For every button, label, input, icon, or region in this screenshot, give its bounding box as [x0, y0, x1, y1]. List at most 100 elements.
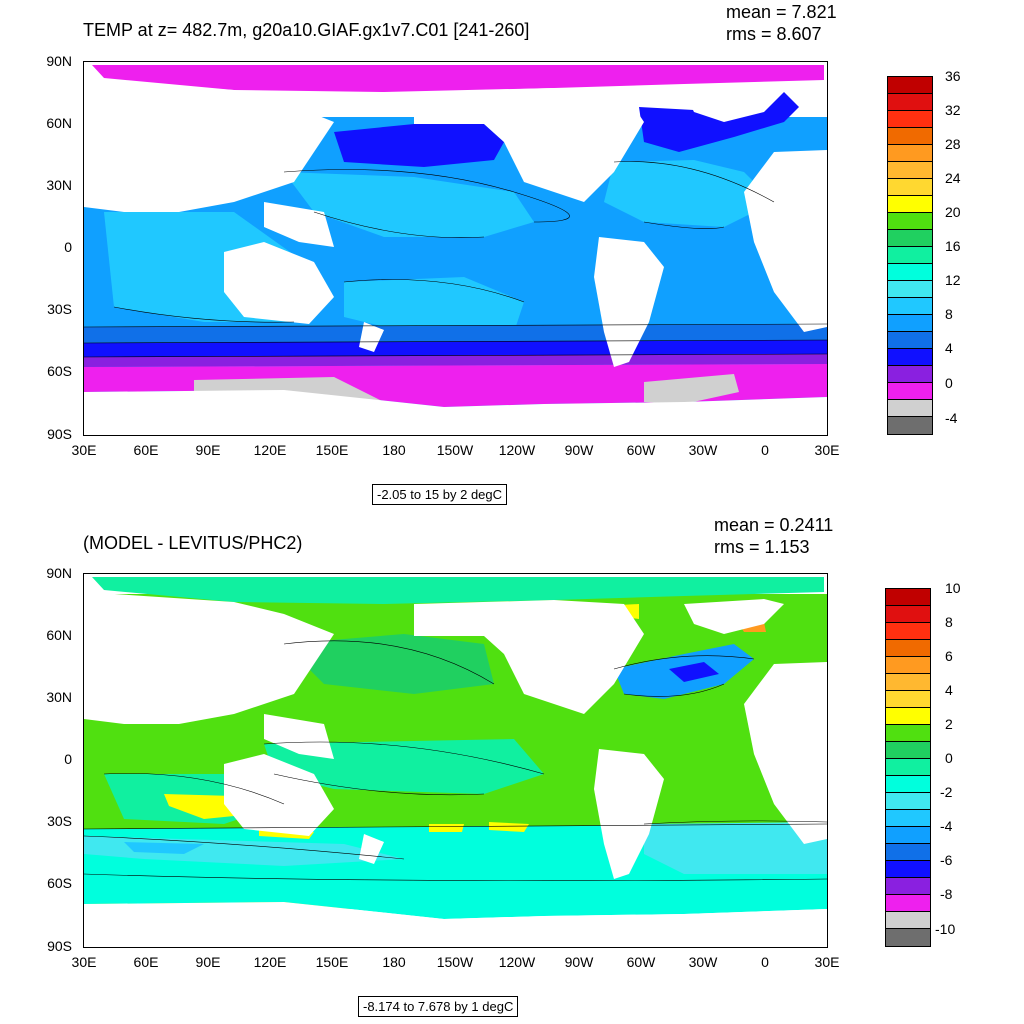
land-new-zealand: [359, 322, 384, 352]
top-cbar-label: 0: [945, 375, 953, 391]
colorbar-segment: [886, 759, 930, 776]
land-europe-africa: [744, 150, 827, 332]
top-ytick-60s: 60S: [47, 363, 72, 379]
bottom-colorbar: [885, 588, 931, 947]
bottom-xtick: 120E: [253, 954, 287, 970]
gulf-stream-core: [669, 662, 719, 682]
colorbar-segment: [888, 332, 932, 349]
colorbar-segment: [886, 657, 930, 674]
bottom-cbar-label: 0: [945, 750, 953, 766]
top-cbar-label: 28: [945, 136, 961, 152]
colorbar-segment: [886, 895, 930, 912]
land-north-eurasia: [84, 80, 334, 212]
top-xtick: 60W: [626, 442, 656, 458]
bottom-contours: [84, 640, 827, 881]
colorbar-segment: [886, 674, 930, 691]
top-xtick: 150E: [315, 442, 349, 458]
tropical-pacific-cyan: [264, 739, 544, 794]
bottom-xtick: 0: [761, 954, 769, 970]
top-xtick: 120E: [253, 442, 287, 458]
bottom-cbar-label: 10: [945, 580, 961, 596]
bottom-ytick-60s: 60S: [47, 875, 72, 891]
top-xtick: 180: [382, 442, 406, 458]
top-cbar-label: 24: [945, 170, 961, 186]
bottom-cbar-label: -2: [940, 784, 953, 800]
colorbar-segment: [888, 196, 932, 213]
top-map: 90N 60N 30N 0 30S 60S 90S 30E 60E 90E 12…: [46, 53, 839, 458]
colorbar-segment: [888, 281, 932, 298]
bottom-contour-info: -8.174 to 7.678 by 1 degC: [358, 996, 519, 1017]
colorbar-segment: [886, 827, 930, 844]
colorbar-segment: [888, 247, 932, 264]
top-cbar-label: -4: [945, 410, 958, 426]
colorbar-segment: [886, 861, 930, 878]
colorbar-segment: [888, 400, 932, 417]
bottom-xtick: 90E: [195, 954, 221, 970]
top-mean: mean = 7.821: [726, 2, 837, 22]
bottom-ytick-30s: 30S: [47, 813, 72, 829]
colorbar-segment: [888, 349, 932, 366]
north-pacific-cold: [334, 124, 504, 167]
top-cbar-label: 36: [945, 68, 961, 84]
colorbar-segment: [886, 878, 930, 895]
top-cbar-label: 8: [945, 306, 953, 322]
bottom-cbar-label: -8: [940, 886, 953, 902]
colorbar-segment: [888, 315, 932, 332]
bottom-mean: mean = 0.2411: [714, 515, 834, 535]
bottom-map-svg: [84, 577, 827, 947]
colorbar-segment: [886, 589, 930, 606]
land-indonesia: [264, 714, 334, 759]
top-cbar-label: 16: [945, 238, 961, 254]
bottom-ytick-90s: 90S: [47, 938, 72, 954]
colorbar-segment: [888, 366, 932, 383]
colorbar-segment: [886, 606, 930, 623]
top-ytick-30s: 30S: [47, 301, 72, 317]
top-colorbar: [887, 76, 933, 435]
colorbar-segment: [888, 298, 932, 315]
southern-band-4: [84, 340, 827, 357]
colorbar-segment: [886, 691, 930, 708]
bottom-ytick-0: 0: [64, 751, 72, 767]
arctic-band: [92, 577, 824, 604]
colorbar-segment: [888, 179, 932, 196]
top-xtick: 120W: [498, 442, 536, 458]
colorbar-segment: [886, 912, 930, 929]
bottom-rms: rms = 1.153: [714, 537, 810, 557]
land-indonesia: [264, 202, 334, 247]
top-ytick-90n: 90N: [46, 53, 72, 69]
top-xtick: 150W: [436, 442, 474, 458]
south-pacific-yellow-2: [489, 822, 529, 832]
colorbar-segment: [886, 708, 930, 725]
colorbar-segment: [888, 417, 932, 434]
top-cbar-label: 12: [945, 272, 961, 288]
bottom-cbar-label: -6: [940, 852, 953, 868]
land-north-america: [414, 600, 644, 714]
top-contour-info: -2.05 to 15 by 2 degC: [372, 484, 508, 505]
top-ytick-0: 0: [64, 239, 72, 255]
colorbar-segment: [886, 725, 930, 742]
top-cbar-label: 20: [945, 204, 961, 220]
colorbar-segment: [888, 230, 932, 247]
bottom-ytick-60n: 60N: [46, 627, 72, 643]
land-australia: [224, 242, 334, 324]
top-xtick: 30E: [71, 442, 97, 458]
colorbar-segment: [886, 623, 930, 640]
bottom-cbar-label: -4: [940, 818, 953, 834]
land-greenland: [684, 599, 784, 634]
top-ytick-90s: 90S: [47, 426, 72, 442]
land-europe-africa: [744, 662, 827, 844]
land-north-eurasia: [84, 592, 334, 724]
colorbar-segment: [888, 213, 932, 230]
bottom-xtick: 30E: [71, 954, 97, 970]
colorbar-segment: [886, 776, 930, 793]
colorbar-segment: [886, 929, 930, 946]
top-ytick-60n: 60N: [46, 115, 72, 131]
colorbar-segment: [886, 810, 930, 827]
colorbar-segment: [886, 844, 930, 861]
land-antarctica: [84, 902, 827, 947]
bottom-xtick: 30W: [688, 954, 718, 970]
land-south-america: [594, 237, 664, 367]
bottom-cbar-label: 2: [945, 716, 953, 732]
south-indian-blue: [124, 842, 204, 854]
top-xtick: 90W: [564, 442, 594, 458]
